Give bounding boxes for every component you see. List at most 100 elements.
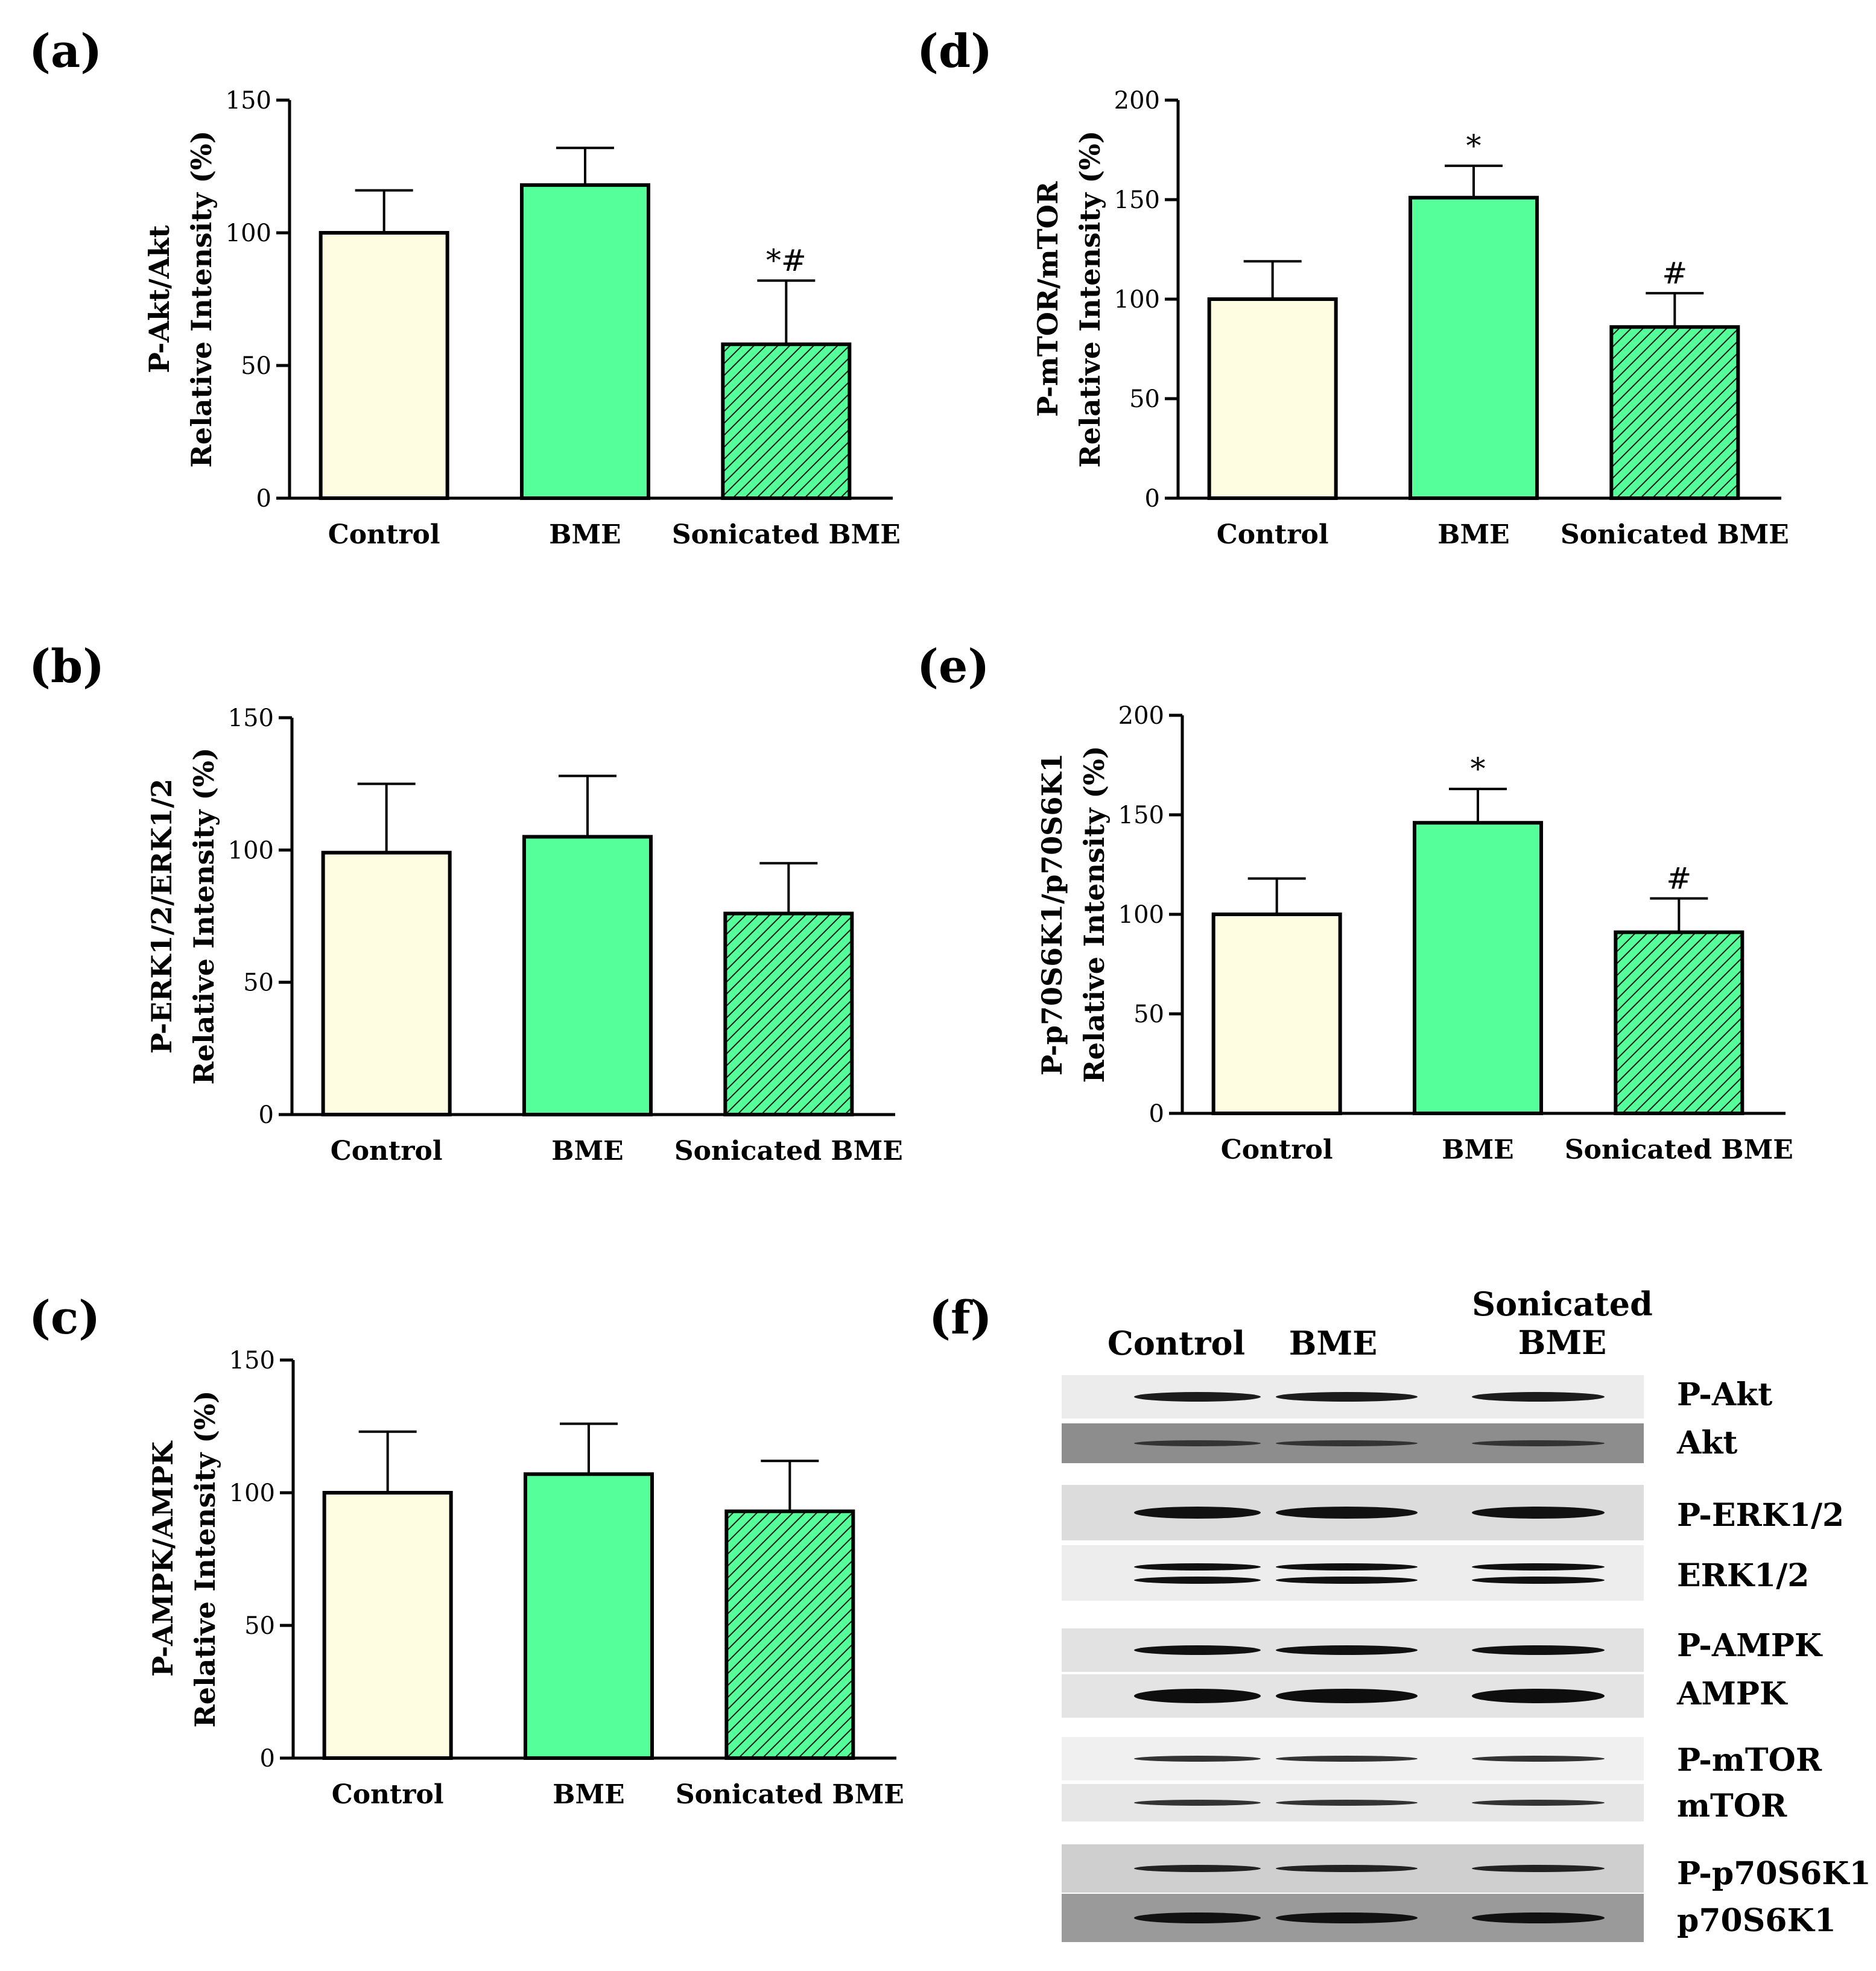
- significance-marker: *#: [766, 243, 806, 278]
- y-axis-label: P-Akt/Akt: [143, 224, 176, 373]
- blot-band: [1276, 1440, 1418, 1446]
- y-axis-label: Relative Intensity (%): [185, 130, 218, 467]
- blot-strip-erk1-2: [1062, 1545, 1644, 1601]
- y-tick-label: 150: [226, 87, 271, 115]
- blot-band: [1276, 1912, 1418, 1923]
- chart-c: 0 50 100 150 P-AMPK/AMPK Relative Intensity (…: [147, 1347, 904, 1810]
- blot-row-label: Akt: [1677, 1425, 1738, 1461]
- x-tick-label: Control: [331, 1136, 443, 1166]
- x-tick-label: Control: [1221, 1134, 1333, 1165]
- y-tick-label: 150: [1118, 802, 1164, 829]
- y-tick-label: 100: [226, 220, 271, 247]
- y-tick-label: 0: [1145, 485, 1160, 513]
- blot-lane-header-control: Control: [1107, 1324, 1246, 1362]
- blot-row-label: mTOR: [1677, 1788, 1787, 1824]
- blot-band: [1472, 1645, 1605, 1655]
- x-tick-label: Sonicated BME: [674, 1136, 903, 1166]
- x-tick-label: Sonicated BME: [1561, 519, 1789, 550]
- x-tick-label: Sonicated BME: [1565, 1134, 1793, 1165]
- blot-row-label: ERK1/2: [1677, 1557, 1810, 1594]
- blot-band: [1134, 1577, 1261, 1584]
- x-tick-label: Control: [328, 519, 440, 550]
- blot-lane-header-bme: BME: [1288, 1324, 1378, 1362]
- blot-band: [1276, 1577, 1418, 1584]
- y-tick-label: 50: [1133, 1001, 1164, 1028]
- blot-row-label: P-ERK1/2: [1677, 1497, 1845, 1534]
- y-tick-label: 200: [1114, 87, 1160, 115]
- blot-band: [1472, 1563, 1605, 1571]
- blot-band: [1134, 1865, 1261, 1872]
- chart-e: 0 50 100 150 200 P-p70S6K1/p70S6K1 Relative In…: [1036, 702, 1793, 1165]
- blot-band: [1276, 1865, 1418, 1872]
- bar-bme: [1413, 821, 1543, 1115]
- bar-control: [321, 850, 452, 1116]
- y-axis-label: Relative Intensity (%): [189, 1390, 221, 1727]
- y-axis-label: P-ERK1/2/ERK1/2: [145, 779, 178, 1054]
- blot-band: [1276, 1563, 1418, 1571]
- blot-band: [1134, 1507, 1261, 1519]
- blot-band: [1472, 1756, 1605, 1762]
- blot-band: [1276, 1392, 1418, 1402]
- blot-band: [1276, 1689, 1418, 1703]
- chart-d: 0 50 100 150 200 P-mTOR/mTOR Relative Intensit…: [1031, 87, 1789, 550]
- bar-control: [1211, 913, 1342, 1115]
- blot-strip-p-mtor: [1062, 1737, 1644, 1780]
- blot-strip-mtor: [1062, 1784, 1644, 1821]
- blot-band: [1472, 1440, 1605, 1446]
- x-tick-label: Control: [332, 1779, 444, 1810]
- blot-band: [1276, 1800, 1418, 1806]
- blot-row-label: P-AMPK: [1677, 1627, 1822, 1664]
- x-tick-label: BME: [551, 1136, 623, 1166]
- significance-marker: #: [1666, 861, 1691, 896]
- x-tick-label: Sonicated BME: [676, 1779, 904, 1810]
- significance-marker: *: [1471, 751, 1486, 786]
- blot-strip-p-ampk: [1062, 1628, 1644, 1672]
- y-tick-label: 100: [229, 1479, 275, 1507]
- x-tick-label: BME: [549, 519, 621, 550]
- bar-control: [1207, 297, 1338, 500]
- x-tick-label: BME: [553, 1779, 624, 1810]
- y-tick-label: 200: [1118, 702, 1164, 730]
- blot-band: [1134, 1645, 1261, 1655]
- blot-row-label: AMPK: [1677, 1675, 1787, 1712]
- blot-band: [1134, 1756, 1261, 1762]
- y-axis-label: Relative Intensity (%): [188, 747, 220, 1084]
- y-tick-label: 150: [228, 704, 274, 732]
- y-tick-label: 0: [256, 485, 271, 513]
- y-tick-label: 0: [259, 1101, 274, 1129]
- blot-row-label: P-mTOR: [1677, 1742, 1822, 1779]
- y-axis-label: P-mTOR/mTOR: [1031, 181, 1064, 417]
- blot-row-label: p70S6K1: [1677, 1902, 1836, 1939]
- bar-control: [322, 1491, 453, 1760]
- blot-lane-header-sonicated: Sonicated BME: [1472, 1285, 1653, 1362]
- chart-b: 0 50 100 150 P-ERK1/2/ERK1/2 Relative Intensi…: [145, 704, 903, 1166]
- panel-label-c: (c): [29, 1291, 101, 1344]
- blot-band: [1472, 1912, 1605, 1923]
- blot-band: [1276, 1507, 1418, 1519]
- x-tick-label: BME: [1442, 1134, 1513, 1165]
- blot-strip-p-p70s6k1: [1062, 1844, 1644, 1893]
- blot-row-label: P-Akt: [1677, 1376, 1773, 1413]
- x-tick-label: BME: [1437, 519, 1509, 550]
- blot-strip-akt: [1062, 1423, 1644, 1463]
- panel-label-b: (b): [29, 639, 105, 693]
- significance-marker: *: [1466, 128, 1481, 163]
- blot-strip-p-akt: [1062, 1375, 1644, 1419]
- bar-bme: [1409, 195, 1539, 500]
- y-tick-label: 150: [1114, 186, 1160, 214]
- y-axis-label: P-p70S6K1/p70S6K1: [1036, 753, 1068, 1076]
- y-tick-label: 100: [228, 837, 274, 864]
- y-tick-label: 100: [1114, 286, 1160, 314]
- blot-band: [1134, 1800, 1261, 1806]
- blot-band: [1276, 1645, 1418, 1655]
- blot-band: [1134, 1392, 1261, 1402]
- bar-sonicated-bme: [723, 911, 854, 1116]
- x-tick-label: Sonicated BME: [672, 519, 901, 550]
- blot-band: [1134, 1689, 1261, 1703]
- y-tick-label: 0: [1149, 1100, 1164, 1128]
- blot-band: [1472, 1865, 1605, 1872]
- y-tick-label: 50: [1129, 385, 1160, 413]
- bar-sonicated-bme: [721, 342, 852, 500]
- significance-marker: #: [1662, 256, 1687, 291]
- bar-control: [318, 231, 449, 500]
